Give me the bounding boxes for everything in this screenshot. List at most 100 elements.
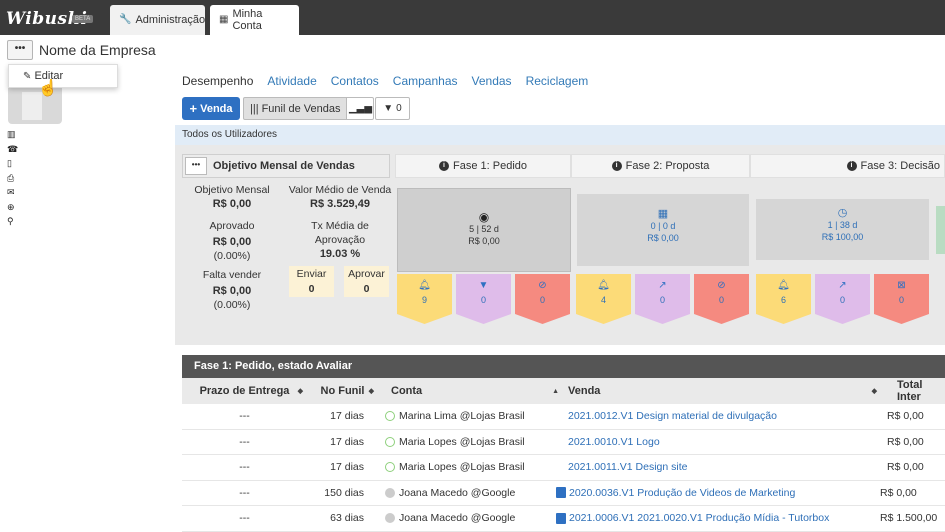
aprovar-box[interactable]: Aprovar 0 <box>344 266 389 297</box>
tab-reciclagem[interactable]: Reciclagem <box>525 74 589 88</box>
cell-venda-link[interactable]: 2021.0011.V1 Design site <box>568 461 688 474</box>
cell-venda: 2021.0006.V1 2021.0020.V1 Produção Mídia… <box>556 506 874 531</box>
tab-minha-conta-label: Minha Conta <box>232 8 263 32</box>
cell-venda-link[interactable]: 2021.0006.V1 2021.0020.V1 Produção Mídia… <box>569 512 830 525</box>
phase-3-tag-active-count: 6 <box>780 295 786 305</box>
enviar-box[interactable]: Enviar 0 <box>289 266 334 297</box>
table-row[interactable]: --- 17 dias Maria Lopes @Lojas Brasil 20… <box>182 455 945 481</box>
add-venda-button[interactable]: + Venda <box>182 97 240 120</box>
cell-total: R$ 0,00 <box>887 461 924 474</box>
tab-atividade[interactable]: Atividade <box>267 74 317 88</box>
cell-venda-link[interactable]: 2021.0012.V1 Design material de divulgaç… <box>568 410 777 423</box>
phase-2-tag-active[interactable]: 🔔︎ 4 <box>576 274 631 324</box>
tab-minha-conta[interactable]: ▦ Minha Conta <box>210 5 299 35</box>
funil-view-button[interactable]: ||| Funil de Vendas <box>243 97 348 120</box>
col-no-funil[interactable]: No Funil ◆ <box>307 378 378 404</box>
table-row[interactable]: --- 17 dias Maria Lopes @Lojas Brasil 20… <box>182 429 945 455</box>
close-box-icon: ⊠ <box>897 280 906 291</box>
table-row[interactable]: --- 63 dias Joana Macedo @Google 2021.00… <box>182 506 945 532</box>
cell-venda-link[interactable]: 2020.0036.V1 Produção de Videos de Marke… <box>569 486 796 499</box>
phase-2-box[interactable]: ▦ 0 | 0 d R$ 0,00 <box>577 194 749 266</box>
map-marker-icon[interactable]: ⚲ <box>7 216 14 226</box>
phase-3-tag-cancelled-count: 0 <box>898 295 904 305</box>
cell-conta-text[interactable]: Maria Lopes @Lojas Brasil <box>399 435 525 448</box>
cell-total: R$ 0,00 <box>880 486 917 499</box>
document-icon <box>556 487 566 499</box>
sort-up-icon: ▲ <box>552 387 559 395</box>
stat-tx-media: Tx Média de Aprovação 19.03 % <box>295 219 385 261</box>
building-icon[interactable]: ▥ <box>7 129 16 139</box>
col-total[interactable]: Total Inter <box>881 378 945 404</box>
cell-conta: Joana Macedo @Google <box>378 481 563 506</box>
cell-prazo: --- <box>239 435 250 448</box>
add-venda-label: Venda <box>200 102 233 115</box>
mobile-icon[interactable]: ▯ <box>7 158 12 168</box>
status-dot-grey-icon <box>385 487 395 498</box>
globe-icon[interactable]: ⊕ <box>7 201 15 212</box>
table-row[interactable]: --- 17 dias Marina Lima @Lojas Brasil 20… <box>182 404 945 430</box>
phase-1-tag-lost[interactable]: ▼ 0 <box>456 274 511 324</box>
phase-2-tag-active-count: 4 <box>600 295 606 305</box>
tab-administracao[interactable]: 🔧 Administração <box>110 5 205 35</box>
tab-vendas[interactable]: Vendas <box>471 74 512 88</box>
mouse-cursor-icon: ☝ <box>38 80 58 97</box>
phase-1-stats: 5 | 52 d <box>469 224 499 234</box>
tab-contatos[interactable]: Contatos <box>330 74 379 88</box>
enviar-value: 0 <box>308 283 315 295</box>
thumbs-down-icon: ▼ <box>478 280 489 291</box>
cell-conta-text[interactable]: Marina Lima @Lojas Brasil <box>399 410 525 423</box>
stat-falta-label: Falta vender <box>202 269 262 281</box>
col-venda[interactable]: Venda ◆ <box>563 378 881 404</box>
email-icon[interactable]: ✉ <box>7 187 15 197</box>
phase-4-box-partial[interactable] <box>936 206 945 254</box>
company-name: Nome da Empresa <box>39 42 156 58</box>
phase-3-box[interactable]: ◷ 1 | 38 d R$ 100,00 <box>756 199 929 260</box>
company-menu-button[interactable]: ••• <box>7 40 33 60</box>
info-icon[interactable]: i <box>439 161 449 171</box>
objective-menu-button[interactable]: ••• <box>185 157 207 175</box>
phase-3-tag-active[interactable]: 🔔︎ 6 <box>756 274 811 324</box>
filter-button[interactable]: ▼ 0 <box>375 97 410 120</box>
phase-1-tag-active[interactable]: 🔔︎ 9 <box>397 274 452 324</box>
cell-conta-text[interactable]: Joana Macedo @Google <box>399 486 516 499</box>
tab-administracao-label: Administração <box>135 14 206 26</box>
phone-icon[interactable]: ☎ <box>7 143 19 154</box>
bell-icon: 🔔︎ <box>597 280 610 291</box>
phase-2-tag-cancelled-count: 0 <box>718 295 724 305</box>
col-prazo[interactable]: Prazo de Entrega ◆ <box>182 378 307 404</box>
cell-conta-text[interactable]: Maria Lopes @Lojas Brasil <box>399 461 525 474</box>
cell-venda: 2021.0012.V1 Design material de divulgaç… <box>563 404 881 429</box>
phase-3-tag-external[interactable]: ↗ 0 <box>815 274 870 324</box>
edit-menu-item[interactable]: Editar <box>34 70 64 82</box>
status-dot-green-icon <box>385 462 395 473</box>
sort-icon: ◆ <box>871 388 877 395</box>
ban-icon: ⊘ <box>717 280 726 291</box>
phase-2-tag-cancelled[interactable]: ⊘ 0 <box>694 274 749 324</box>
app-logo[interactable]: Wibushi <box>6 9 88 29</box>
phase-3-value: R$ 100,00 <box>821 232 864 242</box>
table-row[interactable]: --- 150 dias Joana Macedo @Google 2020.0… <box>182 480 945 506</box>
users-filter-bar[interactable]: Todos os Utilizadores <box>175 125 945 145</box>
fax-icon[interactable]: ⎙ <box>7 172 15 183</box>
info-icon[interactable]: i <box>846 161 857 171</box>
chart-view-button[interactable]: ▁▃▅ <box>347 97 375 120</box>
filter-icon: ▼ <box>383 103 394 114</box>
tab-campanhas[interactable]: Campanhas <box>392 74 458 88</box>
phase-1-tag-cancelled[interactable]: ⊘ 0 <box>515 274 570 324</box>
beta-badge: BETA <box>72 15 94 23</box>
stat-aprovado: Aprovado R$ 0,00 (0.00%) <box>186 219 278 263</box>
cell-venda-link[interactable]: 2021.0010.V1 Logo <box>568 435 660 448</box>
col-total-label: Total Inter <box>897 379 923 403</box>
phase-1-box[interactable]: ◉ 5 | 52 d R$ 0,00 <box>397 188 571 272</box>
col-conta[interactable]: Conta ▲ <box>378 378 563 404</box>
cell-conta-text[interactable]: Joana Macedo @Google <box>399 512 516 525</box>
tab-desempenho[interactable]: Desempenho <box>182 74 254 88</box>
phase-3-tag-cancelled[interactable]: ⊠ 0 <box>874 274 929 324</box>
sort-icon: ◆ <box>368 388 374 395</box>
company-logo-placeholder <box>8 88 62 124</box>
info-icon[interactable]: i <box>611 161 622 171</box>
status-dot-green-icon <box>385 436 395 447</box>
phase-2-tag-external[interactable]: ↗ 0 <box>635 274 690 324</box>
col-conta-label: Conta <box>391 385 423 397</box>
clock-icon: ◷ <box>837 207 848 219</box>
